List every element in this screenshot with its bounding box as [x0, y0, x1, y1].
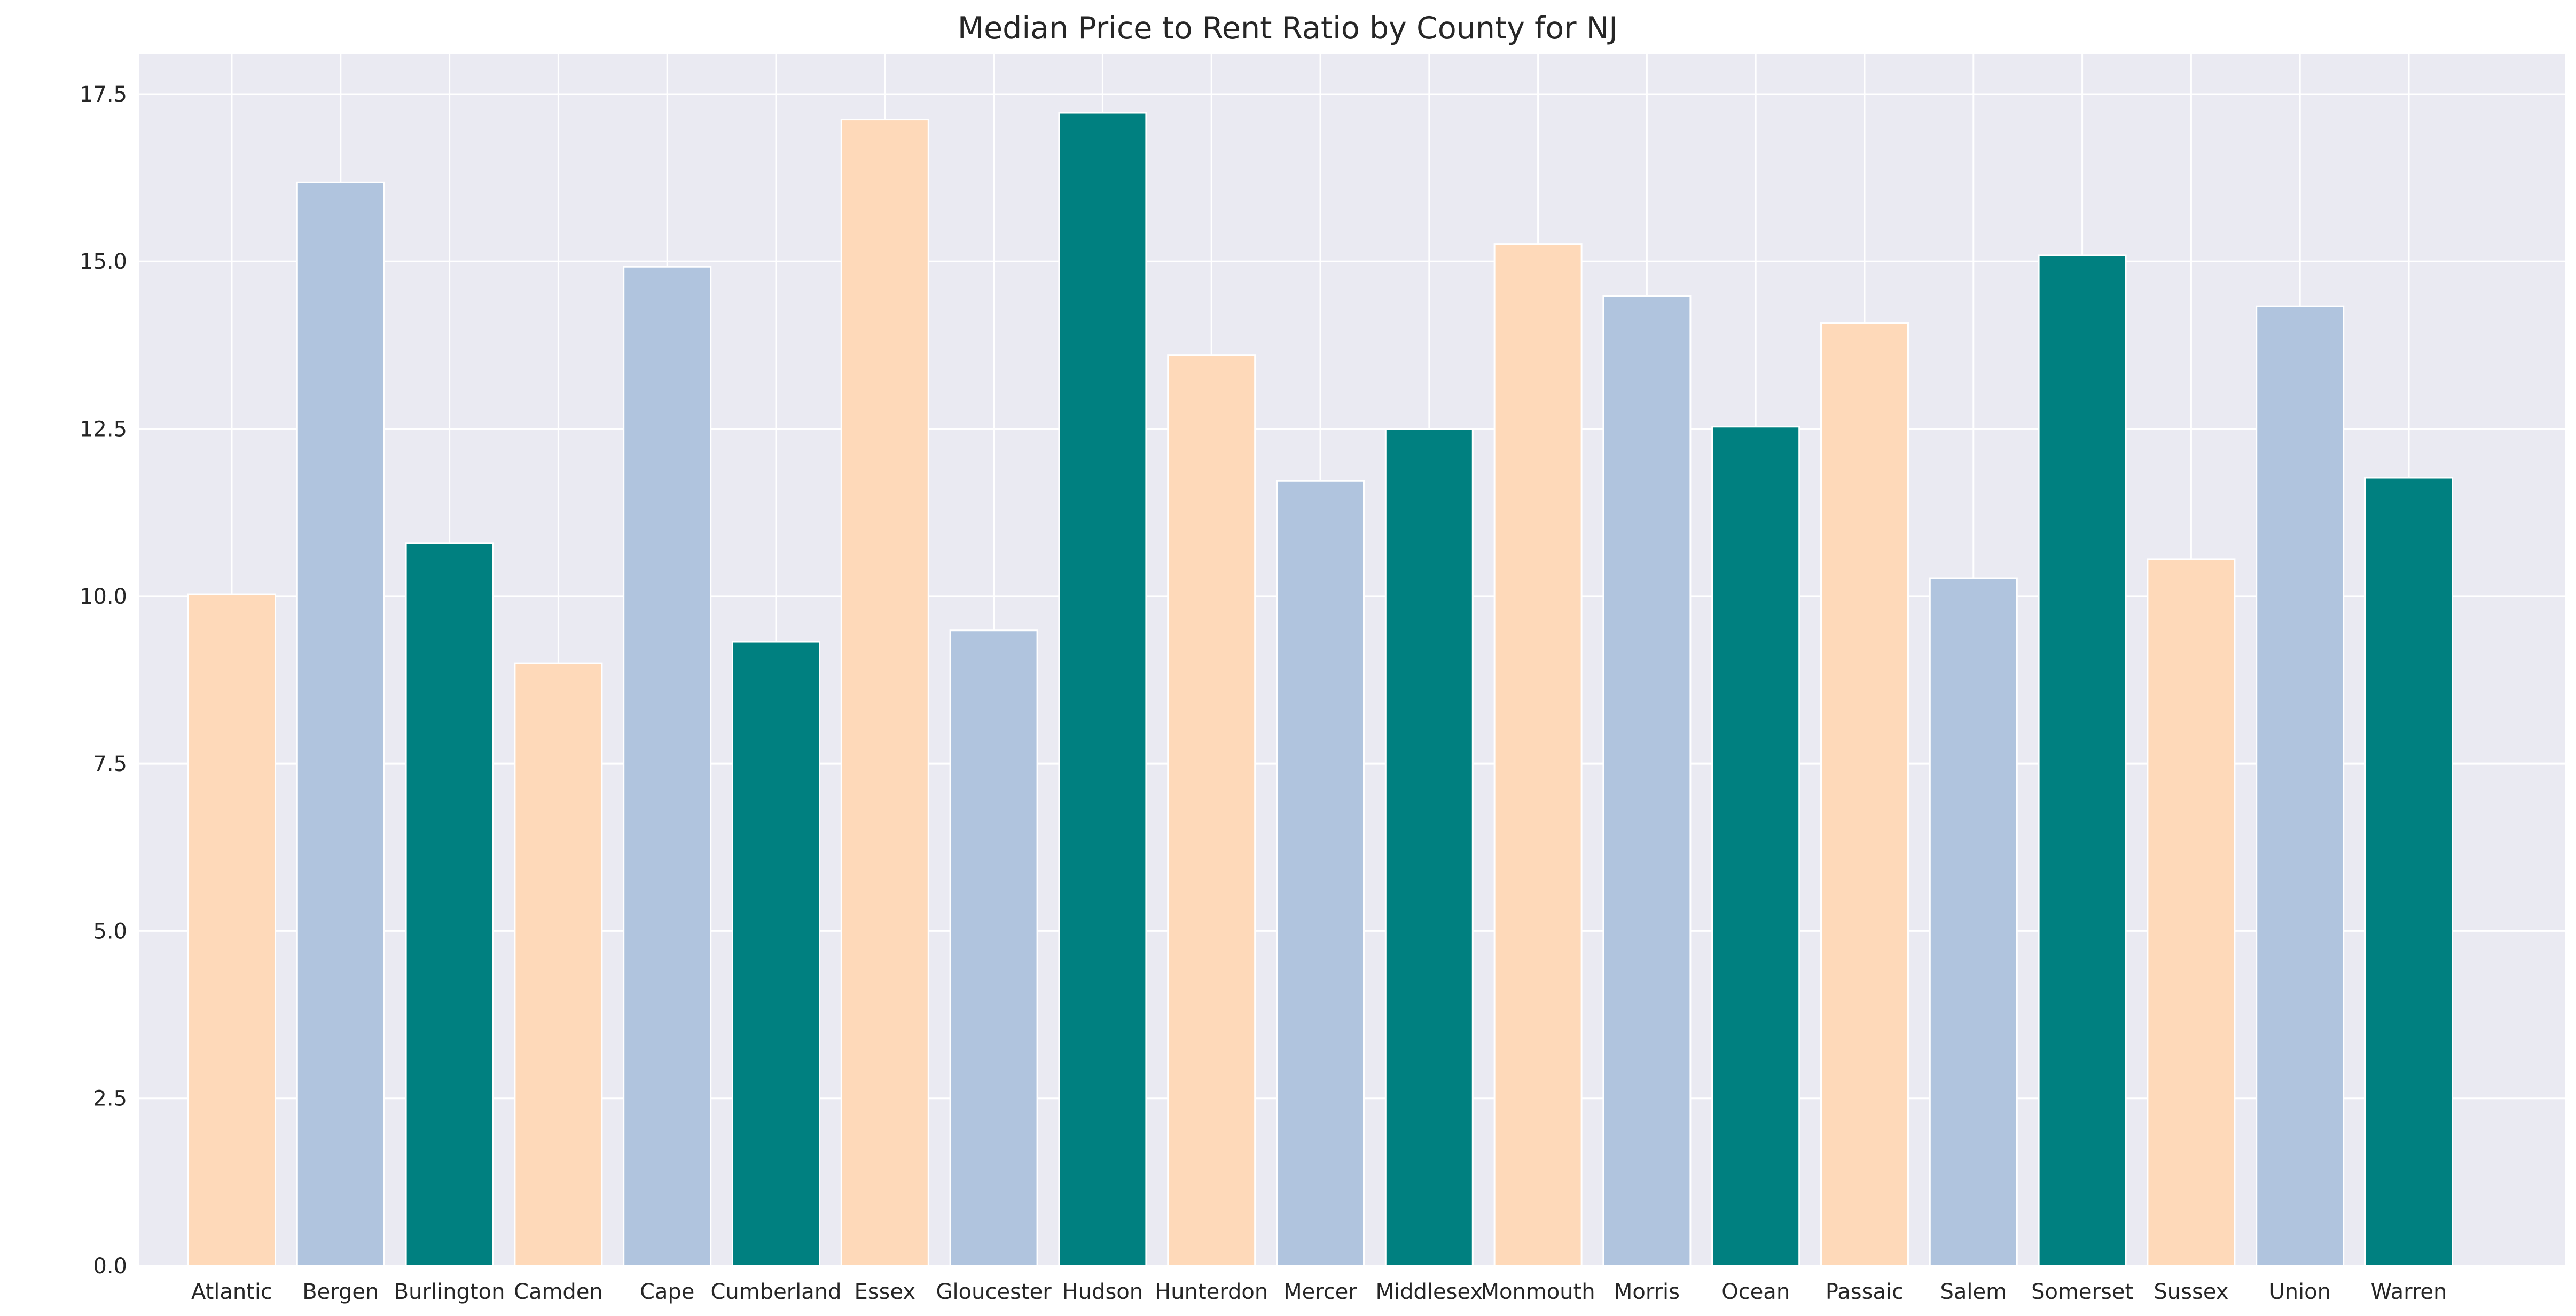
x-tick-label: Somerset [2031, 1280, 2133, 1304]
x-tick-label: Gloucester [936, 1280, 1052, 1304]
bar-gloucester [949, 629, 1038, 1267]
chart-title: Median Price to Rent Ratio by County for… [958, 11, 1618, 46]
bar-somerset [2038, 254, 2127, 1267]
x-tick-label: Hunterdon [1155, 1280, 1268, 1304]
x-tick-label: Camden [514, 1280, 603, 1304]
x-tick-label: Bergen [302, 1280, 379, 1304]
x-tick-label: Warren [2371, 1280, 2447, 1304]
x-tick-label: Passaic [1826, 1280, 1904, 1304]
x-tick-label: Cumberland [710, 1280, 841, 1304]
x-tick-label: Mercer [1283, 1280, 1357, 1304]
bar-atlantic [187, 593, 276, 1267]
bar-camden [514, 662, 603, 1267]
y-tick-label: 10.0 [80, 585, 127, 609]
x-axis-ticks: Atlantic Bergen Burlington Camden Cape Cumber… [191, 1280, 2447, 1304]
x-tick-label: Ocean [1721, 1280, 1790, 1304]
bar-union [2256, 305, 2345, 1267]
bar-bergen [296, 181, 385, 1267]
bar-morris [1602, 295, 1692, 1267]
bar-essex [840, 119, 929, 1267]
bar-hudson [1058, 112, 1147, 1267]
bar-mercer [1276, 480, 1365, 1267]
bar-warren [2364, 477, 2453, 1267]
x-tick-label: Monmouth [1481, 1280, 1595, 1304]
y-tick-label: 17.5 [80, 82, 127, 107]
x-tick-label: Salem [1940, 1280, 2007, 1304]
bar-hunterdon [1167, 354, 1256, 1267]
x-tick-label: Atlantic [191, 1280, 272, 1304]
y-tick-label: 0.0 [93, 1254, 127, 1279]
x-tick-label: Sussex [2154, 1280, 2228, 1304]
x-tick-label: Burlington [394, 1280, 505, 1304]
bar-salem [1929, 577, 2018, 1267]
x-tick-label: Hudson [1062, 1280, 1143, 1304]
y-axis-ticks: 0.0 2.5 5.0 7.5 10.0 12.5 15.0 17.5 [80, 82, 127, 1279]
bar-middlesex [1384, 428, 1474, 1267]
x-tick-label: Middlesex [1376, 1280, 1483, 1304]
y-tick-label: 15.0 [80, 250, 127, 274]
y-tick-label: 2.5 [93, 1087, 127, 1111]
bar-sussex [2147, 558, 2236, 1267]
bar-cape [623, 266, 712, 1267]
bar-passaic [1820, 322, 1909, 1267]
x-tick-label: Essex [855, 1280, 916, 1304]
y-tick-label: 5.0 [93, 919, 127, 944]
bars [187, 112, 2453, 1267]
y-tick-label: 7.5 [93, 752, 127, 776]
bar-monmouth [1493, 243, 1583, 1267]
x-tick-label: Cape [640, 1280, 694, 1304]
bar-cumberland [732, 641, 820, 1267]
x-tick-label: Morris [1614, 1280, 1680, 1304]
bar-ocean [1711, 426, 1800, 1267]
x-tick-label: Union [2269, 1280, 2331, 1304]
y-tick-label: 12.5 [80, 417, 127, 442]
bar-burlington [405, 542, 494, 1267]
